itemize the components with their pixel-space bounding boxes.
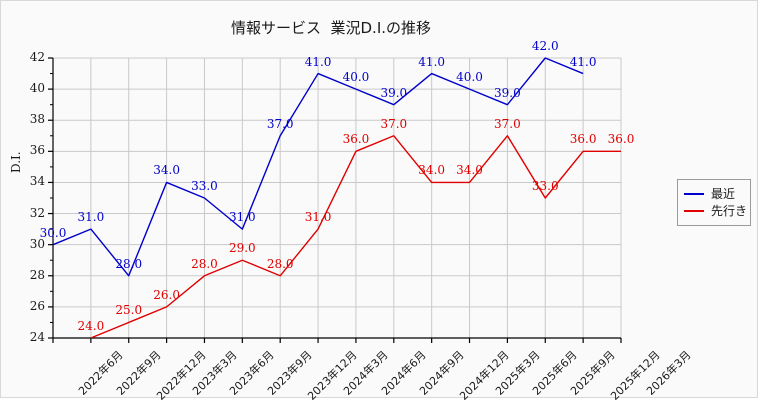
y-tick-label: 28: [29, 267, 45, 282]
data-point-label: 42.0: [531, 39, 559, 53]
data-point-label: 39.0: [494, 85, 521, 100]
data-point-label: 41.0: [418, 54, 446, 69]
data-point-label: 37.0: [266, 116, 294, 131]
data-point-label: 26.0: [153, 287, 180, 302]
legend-line-swatch-recent: [684, 192, 704, 195]
y-tick-label: 38: [29, 112, 45, 127]
data-point-label: 36.0: [342, 132, 370, 147]
y-tick-label: 32: [29, 205, 45, 220]
axis-lines: [52, 58, 621, 339]
y-tick-label: 40: [29, 81, 45, 96]
y-tick-label: 36: [29, 143, 45, 158]
data-point-label: 31.0: [304, 210, 332, 225]
data-point-label: 28.0: [115, 256, 143, 271]
data-point-label: 36.0: [569, 132, 597, 147]
data-point-label: 31.0: [77, 210, 105, 225]
data-point-label: 40.0: [342, 70, 370, 85]
legend-label-recent: 最近: [711, 187, 736, 201]
chart-title: 情報サービス 業況D.I.の推移: [230, 19, 432, 37]
axis-ticks: [48, 57, 622, 343]
data-series: [52, 57, 621, 339]
data-point-label: 28.0: [266, 256, 294, 271]
grid-lines: [52, 57, 622, 339]
data-point-label: 41.0: [304, 54, 332, 69]
data-point-label: 24.0: [77, 319, 105, 333]
data-point-label: 37.0: [380, 116, 408, 131]
chart-legend: 最近 先行き: [677, 179, 751, 226]
data-point-label: 31.0: [228, 210, 256, 225]
data-point-label: 25.0: [115, 303, 143, 318]
data-point-label: 28.0: [191, 256, 218, 271]
y-tick-label: 24: [29, 330, 45, 344]
legend-label-outlook: 先行き: [711, 204, 748, 218]
data-point-label: 36.0: [607, 132, 635, 147]
data-point-label: 39.0: [380, 85, 408, 100]
data-point-label: 40.0: [456, 70, 483, 85]
data-point-label: 34.0: [418, 163, 446, 178]
data-point-label: 33.0: [531, 179, 559, 193]
y-tick-label: 26: [29, 298, 45, 313]
legend-line-swatch-outlook: [684, 209, 704, 212]
y-tick-label: 34: [29, 174, 45, 189]
legend-item-recent: 最近: [684, 185, 744, 202]
data-point-label: 29.0: [228, 241, 256, 256]
y-tick-label: 30: [29, 236, 45, 251]
data-point-label: 41.0: [569, 54, 597, 69]
data-point-label: 37.0: [494, 116, 521, 131]
data-point-label: 34.0: [153, 163, 180, 178]
legend-item-outlook: 先行き: [684, 202, 748, 219]
data-point-label: 30.0: [39, 225, 67, 240]
data-point-label: 34.0: [456, 163, 483, 178]
y-tick-label: 42: [29, 50, 45, 64]
data-point-label: 33.0: [191, 179, 218, 193]
